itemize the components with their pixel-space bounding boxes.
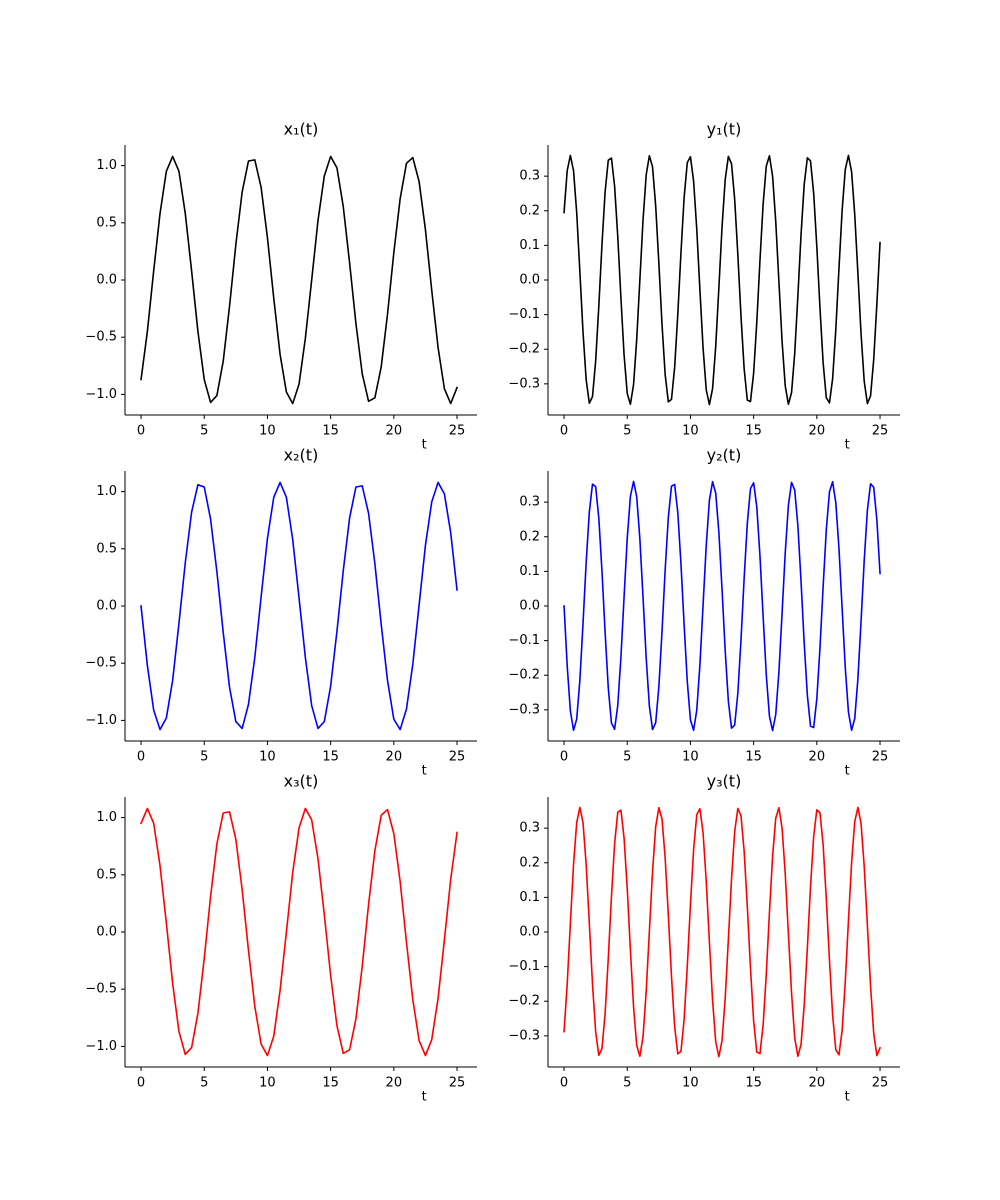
y-tick-label: 0.3 (519, 821, 540, 836)
x-tick-label: 5 (623, 424, 631, 439)
x-tick-label: 20 (386, 1076, 403, 1091)
y-tick-label: −0.2 (508, 342, 540, 357)
y-tick-label: 0.0 (519, 925, 540, 940)
subplot-title: y₂(t) (707, 446, 742, 465)
x-tick-label: 0 (137, 424, 145, 439)
x-tick-label: 25 (872, 750, 889, 765)
x-tick-label: 10 (682, 424, 699, 439)
y-tick-label: −0.3 (508, 376, 540, 391)
x-tick-label: 0 (560, 1076, 568, 1091)
subplot-title: x₂(t) (284, 446, 319, 465)
x-tick-label: 5 (200, 750, 208, 765)
x-tick-label: 10 (682, 750, 699, 765)
y-tick-label: 0.1 (519, 238, 540, 253)
x-tick-label: 25 (872, 1076, 889, 1091)
x-tick-label: 10 (682, 1076, 699, 1091)
x-tick-label: 20 (809, 424, 826, 439)
x-tick-label: 20 (809, 1076, 826, 1091)
x-tick-label: 25 (449, 750, 466, 765)
y-tick-label: 0.0 (96, 273, 117, 288)
data-line (563, 154, 881, 406)
x-tick-label: 10 (259, 750, 276, 765)
x-tick-label: 15 (745, 424, 762, 439)
x-tick-label: 15 (322, 1076, 339, 1091)
y-tick-label: 0.3 (519, 169, 540, 184)
y-tick-label: −0.5 (85, 656, 117, 671)
x-tick-label: 15 (745, 1076, 762, 1091)
y-tick-label: −0.3 (508, 1028, 540, 1043)
y-tick-label: 0.1 (519, 564, 540, 579)
y-tick-label: 1.0 (96, 484, 117, 499)
x-axis-label: t (845, 764, 850, 779)
x-tick-label: 5 (200, 424, 208, 439)
y-tick-label: −1.0 (85, 713, 117, 728)
y-tick-label: 0.5 (96, 867, 117, 882)
y-tick-label: 0.2 (519, 203, 540, 218)
y-tick-label: −0.1 (508, 959, 540, 974)
y-tick-label: 1.0 (96, 158, 117, 173)
y-tick-label: 0.0 (519, 273, 540, 288)
x-tick-label: 25 (872, 424, 889, 439)
x-tick-label: 25 (449, 424, 466, 439)
y-tick-label: 0.1 (519, 890, 540, 905)
x-tick-label: 15 (322, 750, 339, 765)
y-tick-label: 0.0 (96, 599, 117, 614)
subplot-title: x₁(t) (284, 120, 319, 139)
y-tick-label: 0.5 (96, 215, 117, 230)
x-tick-label: 10 (259, 424, 276, 439)
x-tick-label: 20 (386, 750, 403, 765)
x-tick-label: 0 (137, 1076, 145, 1091)
x-tick-label: 5 (200, 1076, 208, 1091)
y-tick-label: −0.3 (508, 702, 540, 717)
x-tick-label: 15 (745, 750, 762, 765)
x-tick-label: 10 (259, 1076, 276, 1091)
data-line (140, 807, 458, 1057)
y-tick-label: −0.1 (508, 307, 540, 322)
y-tick-label: −1.0 (85, 387, 117, 402)
subplot-title: y₃(t) (707, 772, 742, 791)
y-tick-label: 0.2 (519, 529, 540, 544)
x-tick-label: 5 (623, 1076, 631, 1091)
x-axis-label: t (422, 764, 427, 779)
x-tick-label: 0 (560, 424, 568, 439)
y-tick-label: −0.5 (85, 982, 117, 997)
y-tick-label: 0.5 (96, 541, 117, 556)
data-line (563, 480, 881, 732)
y-tick-label: −1.0 (85, 1039, 117, 1054)
x-tick-label: 25 (449, 1076, 466, 1091)
data-line (563, 806, 882, 1058)
y-tick-label: −0.5 (85, 330, 117, 345)
y-tick-label: 0.3 (519, 495, 540, 510)
x-tick-label: 5 (623, 750, 631, 765)
data-line (140, 481, 458, 731)
y-tick-label: 0.0 (96, 925, 117, 940)
y-tick-label: −0.2 (508, 994, 540, 1009)
x-axis-label: t (422, 438, 427, 453)
y-tick-label: −0.2 (508, 668, 540, 683)
x-tick-label: 0 (560, 750, 568, 765)
y-tick-label: 0.0 (519, 599, 540, 614)
x-axis-label: t (845, 438, 850, 453)
y-tick-label: 0.2 (519, 855, 540, 870)
subplot-title: y₁(t) (707, 120, 742, 139)
x-tick-label: 0 (137, 750, 145, 765)
y-tick-label: 1.0 (96, 810, 117, 825)
x-tick-label: 20 (809, 750, 826, 765)
x-tick-label: 15 (322, 424, 339, 439)
x-axis-label: t (422, 1090, 427, 1105)
subplot-title: x₃(t) (284, 772, 319, 791)
x-tick-label: 20 (386, 424, 403, 439)
x-axis-label: t (845, 1090, 850, 1105)
data-line (140, 155, 459, 405)
y-tick-label: −0.1 (508, 633, 540, 648)
